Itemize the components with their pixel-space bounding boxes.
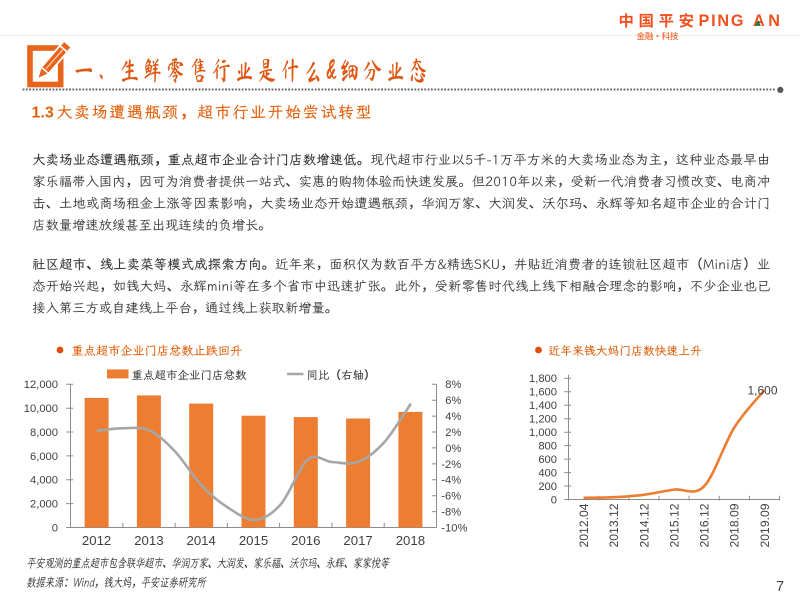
svg-text:2013: 2013 [134,533,163,548]
svg-text:2018.09: 2018.09 [728,503,742,547]
svg-text:8,000: 8,000 [30,427,58,439]
svg-text:2019.09: 2019.09 [758,503,772,547]
svg-text:200: 200 [538,481,557,493]
svg-text:PING: PING [699,12,746,30]
svg-text:2015: 2015 [239,533,268,548]
svg-text:2014: 2014 [187,533,216,548]
svg-text:2018: 2018 [396,533,425,548]
svg-text:800: 800 [538,441,557,453]
svg-text:1,000: 1,000 [529,427,557,439]
svg-text:2016.12: 2016.12 [698,503,712,547]
svg-text:2012: 2012 [82,533,111,548]
svg-text:6,000: 6,000 [30,451,58,463]
svg-text:1,600: 1,600 [748,383,778,397]
svg-text:4,000: 4,000 [30,475,58,487]
svg-text:2015.12: 2015.12 [667,503,681,547]
svg-text:2017: 2017 [343,533,372,548]
svg-text:1,800: 1,800 [529,373,557,385]
svg-text:0%: 0% [445,443,461,455]
svg-text:2,000: 2,000 [30,499,58,511]
svg-text:2016: 2016 [291,533,320,548]
svg-text:1,400: 1,400 [529,400,557,412]
svg-text:-10%: -10% [441,522,467,534]
svg-text:600: 600 [538,454,557,466]
svg-text:2013.12: 2013.12 [607,503,621,547]
svg-text:1,600: 1,600 [529,387,557,399]
svg-text:2014.12: 2014.12 [637,503,651,547]
svg-text:0: 0 [551,494,557,506]
svg-text:0: 0 [52,522,58,534]
svg-text:1.3: 1.3 [32,105,54,122]
svg-text:4%: 4% [445,411,461,423]
svg-text:2%: 2% [445,427,461,439]
svg-text:-8%: -8% [441,507,461,519]
svg-text:7: 7 [776,579,784,595]
svg-text:-2%: -2% [441,459,461,471]
svg-text:1,200: 1,200 [529,414,557,426]
svg-text:12,000: 12,000 [24,379,58,391]
svg-text:400: 400 [538,468,557,480]
svg-text:-4%: -4% [441,475,461,487]
svg-text:8%: 8% [445,379,461,391]
svg-text:2012.04: 2012.04 [577,503,591,547]
svg-text:10,000: 10,000 [24,403,58,415]
svg-text:-6%: -6% [441,491,461,503]
svg-text:6%: 6% [445,395,461,407]
